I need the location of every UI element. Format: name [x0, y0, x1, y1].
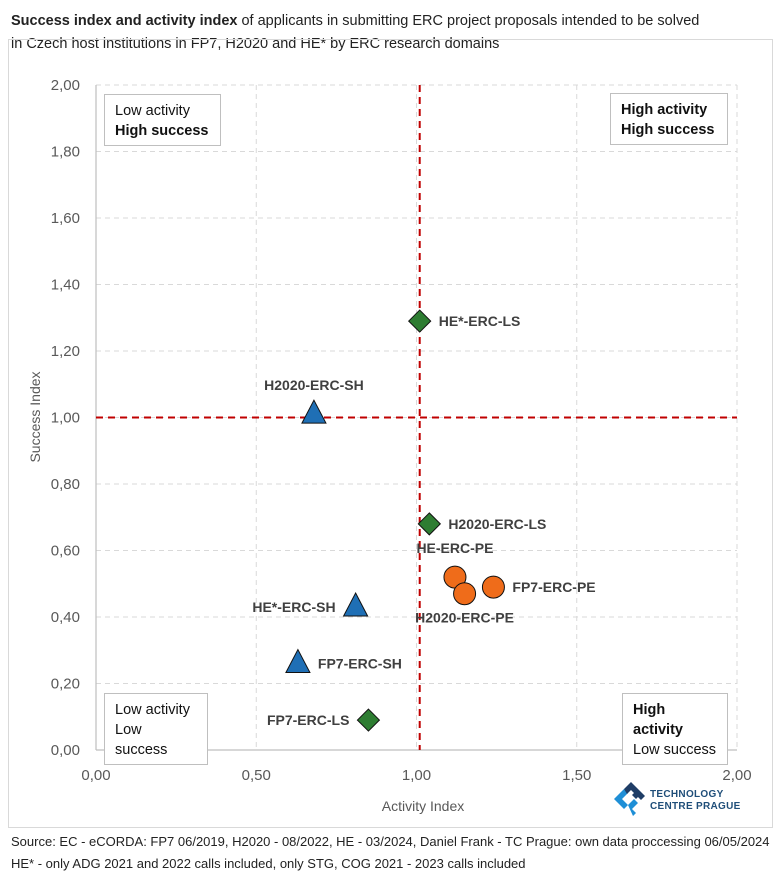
y-tick-label: 0,40 — [51, 609, 80, 626]
quadrant-box-high-activity-high-success: High activity High success — [610, 93, 728, 145]
y-axis-label: Success Index — [27, 371, 43, 462]
data-label: HE-ERC-PE — [416, 540, 493, 556]
data-label: FP7-ERC-PE — [512, 579, 595, 595]
x-tick-label: 1,00 — [402, 767, 431, 784]
logo-text: TECHNOLOGY CENTRE PRAGUE — [650, 789, 741, 813]
data-point-triangle — [301, 399, 327, 424]
tc-prague-logo-icon — [614, 782, 645, 816]
data-label: HE*-ERC-SH — [252, 599, 335, 615]
quadrant-box-low-activity-low-success: Low activity Low success — [104, 693, 208, 765]
data-points — [285, 309, 505, 732]
logo-line2: CENTRE PRAGUE — [650, 801, 741, 812]
chart-frame — [8, 39, 773, 828]
y-tick-label: 0,00 — [51, 742, 80, 759]
reference-lines — [96, 85, 737, 750]
footer-note: HE* - only ADG 2021 and 2022 calls inclu… — [11, 856, 526, 871]
quadrant-line1: Low activity — [115, 103, 190, 119]
footer-notes: Source: EC - eCORDA: FP7 06/2019, H2020 … — [11, 831, 770, 875]
y-tick-label: 1,00 — [51, 410, 80, 427]
data-label: H2020-ERC-PE — [415, 610, 514, 626]
data-label: H2020-ERC-SH — [264, 377, 364, 393]
data-label: HE*-ERC-LS — [439, 313, 521, 329]
data-point-circle — [453, 582, 477, 606]
data-label: FP7-ERC-LS — [267, 712, 349, 728]
logo-line1: TECHNOLOGY — [650, 789, 724, 800]
y-tick-label: 1,60 — [51, 210, 80, 227]
chart-title: Success index and activity index of appl… — [11, 10, 771, 56]
quadrant-line2: Low success — [633, 742, 717, 758]
quadrant-box-high-activity-low-success: High activity Low success — [622, 693, 728, 765]
data-label: H2020-ERC-LS — [448, 516, 546, 532]
data-label: FP7-ERC-SH — [318, 656, 402, 672]
data-point-triangle — [342, 591, 369, 617]
footer-source: Source: EC - eCORDA: FP7 06/2019, H2020 … — [11, 834, 770, 849]
x-tick-label: 0,00 — [81, 767, 110, 784]
quadrant-line2: High success — [115, 123, 209, 139]
y-tick-label: 2,00 — [51, 77, 80, 94]
x-tick-label: 0,50 — [242, 767, 271, 784]
y-tick-label: 0,60 — [51, 543, 80, 560]
chart-title-line2: in Czech host institutions in FP7, H2020… — [11, 36, 500, 52]
quadrant-box-low-activity-high-success: Low activity High success — [104, 94, 221, 146]
data-point-triangle — [285, 648, 311, 674]
y-tick-label: 0,80 — [51, 476, 80, 493]
quadrant-line1: Low activity — [115, 702, 190, 718]
y-tick-label: 1,20 — [51, 343, 80, 360]
quadrant-line2: High success — [621, 122, 715, 138]
data-point-diamond — [417, 512, 442, 536]
chart-title-bold: Success index and activity index — [11, 13, 238, 29]
quadrant-line2: Low success — [115, 722, 168, 758]
quadrant-line1: High activity — [633, 702, 683, 738]
x-tick-label: 2,00 — [722, 767, 751, 784]
data-labels: HE*-ERC-LS H2020-ERC-LS FP7-ERC-LS H2020-ER… — [252, 313, 595, 728]
chart-title-rest: of applicants in submitting ERC project … — [237, 13, 700, 29]
quadrant-line1: High activity — [621, 102, 708, 118]
y-tick-label: 0,20 — [51, 676, 80, 693]
y-tick-label: 1,40 — [51, 277, 80, 294]
data-point-circle — [481, 575, 505, 599]
data-point-diamond — [356, 708, 381, 732]
x-tick-label: 1,50 — [562, 767, 591, 784]
y-tick-label: 1,80 — [51, 144, 80, 161]
data-point-diamond — [407, 309, 432, 333]
x-axis-label: Activity Index — [382, 798, 464, 814]
tick-labels: 0,00 0,20 0,40 0,60 0,80 1,00 1,20 1,40 1,60 1,80… — [51, 77, 752, 784]
